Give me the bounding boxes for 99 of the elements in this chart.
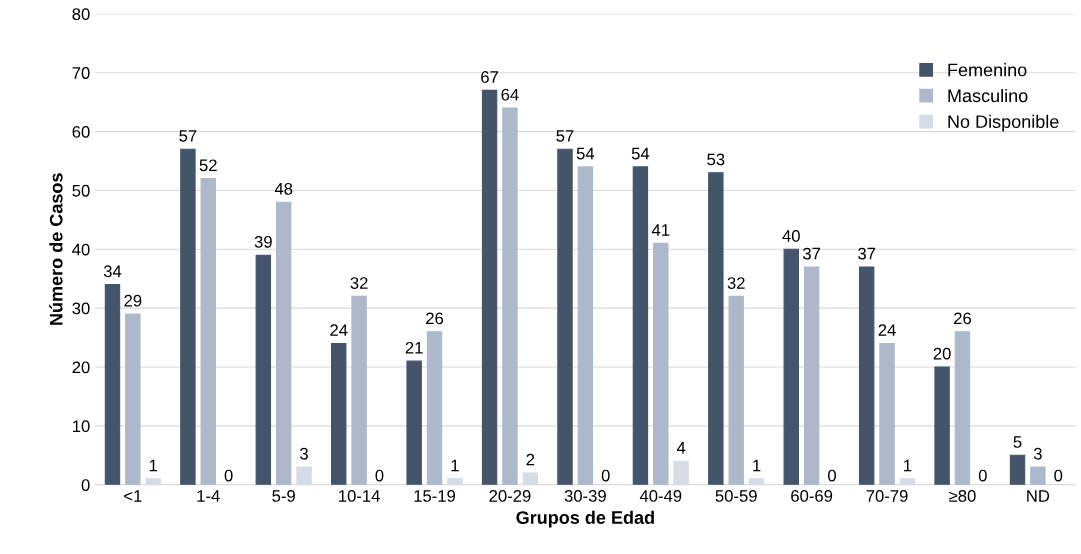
bar <box>879 342 895 485</box>
x-tick-label: 70-79 <box>866 490 908 502</box>
bar <box>803 266 820 485</box>
data-label: 37 <box>858 247 876 260</box>
bar <box>899 478 916 485</box>
bar <box>954 331 971 485</box>
data-label: 0 <box>224 469 233 482</box>
data-label: 3 <box>300 447 308 460</box>
y-tick-label: 0 <box>81 479 90 491</box>
data-label: 24 <box>878 324 896 336</box>
y-tick-label: 50 <box>72 184 90 197</box>
bar <box>447 478 463 485</box>
bar <box>406 360 422 485</box>
y-tick-label: 40 <box>72 243 90 256</box>
y-tick-label: 80 <box>72 8 90 21</box>
bar <box>708 172 724 485</box>
data-label: 1 <box>753 459 761 472</box>
data-label: 29 <box>124 294 142 307</box>
bar <box>502 107 518 485</box>
data-label: 0 <box>1054 469 1063 482</box>
data-label: 2 <box>526 453 535 466</box>
bar <box>673 460 689 485</box>
y-tick-label: 60 <box>72 125 90 138</box>
bar <box>426 331 443 485</box>
bar <box>200 178 216 485</box>
x-tick-label: 10-14 <box>339 490 380 502</box>
data-label: 32 <box>727 277 745 289</box>
data-label: 26 <box>426 312 444 325</box>
data-label: 0 <box>375 469 384 482</box>
data-label: 1 <box>904 459 912 472</box>
y-axis-title: Número de Casos <box>49 173 63 325</box>
y-tick-label: 10 <box>73 420 90 433</box>
legend-label: No Disponible <box>948 114 1059 132</box>
data-label: 3 <box>1033 447 1042 460</box>
legend-label: Femenino <box>948 63 1027 77</box>
bar <box>1030 466 1046 485</box>
data-label: 40 <box>782 230 800 242</box>
bar <box>1009 454 1026 485</box>
x-tick-label: <1 <box>124 490 142 502</box>
data-label: 53 <box>707 153 725 166</box>
data-label: 37 <box>802 247 821 260</box>
data-label: 21 <box>405 341 423 354</box>
x-tick-label: 1-4 <box>197 490 220 502</box>
bar <box>296 466 312 485</box>
x-tick-label: 40-49 <box>639 490 682 502</box>
x-tick-label: ND <box>1027 490 1050 502</box>
bar <box>934 366 950 485</box>
data-label: 4 <box>676 442 686 454</box>
data-label: 57 <box>179 130 197 142</box>
bar <box>728 295 744 485</box>
data-label: 64 <box>501 88 519 101</box>
data-label: 54 <box>576 147 595 160</box>
bar <box>125 313 141 485</box>
data-label: 67 <box>481 71 499 83</box>
x-tick-label: 15-19 <box>414 490 456 502</box>
y-tick-label: 70 <box>72 67 90 79</box>
bar <box>275 201 292 485</box>
bar <box>145 478 161 485</box>
bar <box>632 166 649 485</box>
data-label: 26 <box>954 312 971 325</box>
data-label: 34 <box>103 265 122 278</box>
data-label: 32 <box>350 277 368 289</box>
data-label: 39 <box>254 235 272 248</box>
data-label: 20 <box>933 347 951 360</box>
data-label: 52 <box>199 159 217 172</box>
bar <box>522 472 539 485</box>
data-label: 1 <box>149 459 158 472</box>
y-tick-label: 30 <box>72 302 90 315</box>
bar <box>351 295 367 485</box>
bar <box>331 342 347 485</box>
x-tick-label: 50-59 <box>715 490 757 502</box>
data-label: 48 <box>274 182 293 195</box>
data-label: 54 <box>631 147 650 160</box>
bar <box>748 478 765 485</box>
data-label: 0 <box>601 469 610 482</box>
y-tick-label: 20 <box>72 361 90 374</box>
data-label: 0 <box>978 469 987 482</box>
data-label: 41 <box>651 224 670 236</box>
x-tick-label: 60-69 <box>791 490 833 502</box>
data-label: 0 <box>828 469 836 482</box>
data-label: 24 <box>330 324 348 336</box>
bar <box>577 166 594 485</box>
x-tick-label: 30-39 <box>564 490 606 502</box>
bar <box>783 248 799 485</box>
x-axis-title: Grupos de Edad <box>516 510 654 528</box>
bar <box>481 89 498 485</box>
x-tick-label: 5-9 <box>272 490 295 502</box>
bar <box>653 242 669 485</box>
data-label: 57 <box>556 130 574 142</box>
bar <box>255 254 272 485</box>
bar <box>557 148 573 485</box>
bar <box>180 148 196 485</box>
legend-label: Masculino <box>948 88 1028 103</box>
data-label: 1 <box>451 459 459 472</box>
x-tick-label: ≥80 <box>949 490 976 502</box>
bar <box>858 266 875 485</box>
bar <box>104 284 121 485</box>
x-tick-label: 20-29 <box>489 490 531 502</box>
data-label: 5 <box>1013 436 1022 448</box>
